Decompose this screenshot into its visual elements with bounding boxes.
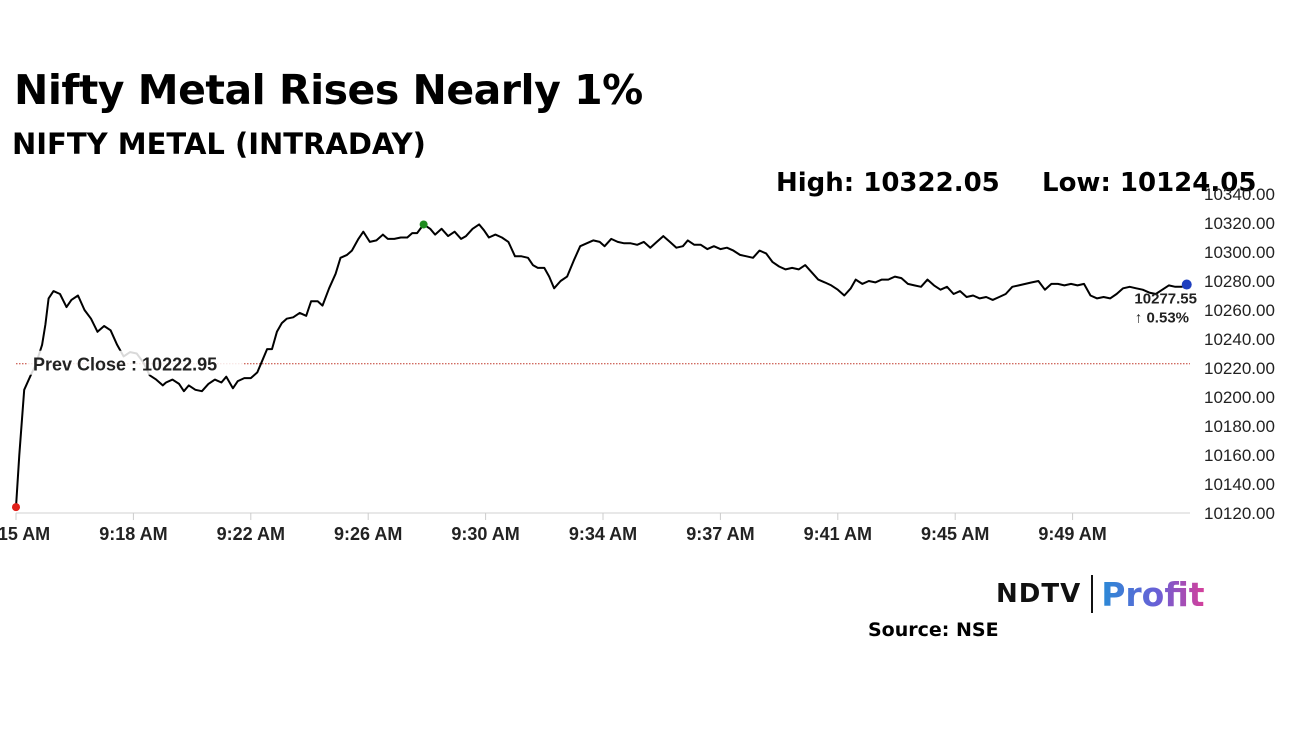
y-tick-label: 10200.00 [1204,388,1275,407]
chart-title: Nifty Metal Rises Nearly 1% [14,66,643,114]
y-tick-label: 10340.00 [1204,185,1275,204]
x-tick-label: 9:15 AM [0,524,50,544]
prev-close-label: Prev Close : 10222.95 [33,355,217,375]
y-tick-label: 10120.00 [1204,504,1275,523]
y-tick-label: 10260.00 [1204,301,1275,320]
y-tick-label: 10160.00 [1204,446,1275,465]
x-tick-label: 9:41 AM [804,524,872,544]
day-low-text: Low: 10124.05 [1042,168,1257,198]
x-tick-label: 9:37 AM [686,524,754,544]
x-tick-label: 9:18 AM [99,524,167,544]
last-price-marker [1181,279,1192,290]
day-low-marker [12,503,20,512]
logo-profit-text: Profit [1101,574,1205,614]
source-note: Source: NSE [868,619,999,641]
chart-subtitle: NIFTY METAL (INTRADAY) [12,127,426,161]
y-tick-label: 10140.00 [1204,475,1275,494]
y-tick-label: 10280.00 [1204,272,1275,291]
logo-divider [1091,575,1094,613]
ndtv-profit-logo: NDTV Profit [996,574,1205,614]
y-tick-label: 10220.00 [1204,359,1275,378]
x-tick-label: 9:22 AM [217,524,285,544]
y-tick-label: 10240.00 [1204,330,1275,349]
logo-ndtv-text: NDTV [996,579,1082,609]
last-price-label: 10277.55 [1134,291,1197,308]
x-tick-label: 9:34 AM [569,524,637,544]
change-percent-label: ↑ 0.53% [1135,310,1189,327]
prev-close-label-bg [28,350,244,375]
y-tick-label: 10180.00 [1204,417,1275,436]
x-tick-label: 9:49 AM [1038,524,1106,544]
price-line [15,223,1188,508]
x-tick-label: 9:26 AM [334,524,402,544]
y-tick-label: 10320.00 [1204,214,1275,233]
x-tick-label: 9:45 AM [921,524,989,544]
day-high-marker [419,220,428,229]
y-tick-label: 10300.00 [1204,243,1275,262]
day-high-text: High: 10322.05 [776,168,1000,198]
x-tick-label: 9:30 AM [451,524,519,544]
